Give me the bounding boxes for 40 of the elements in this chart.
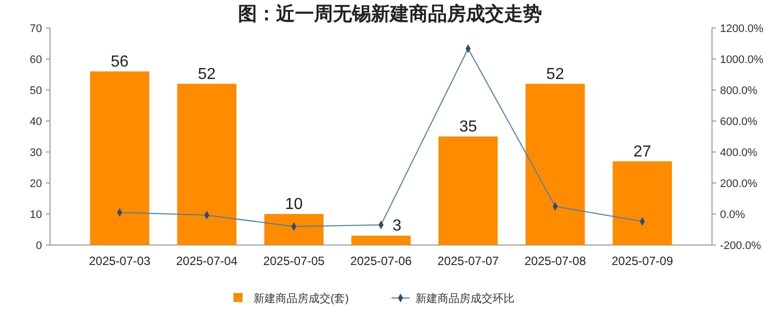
y2-tick-label: 200.0%	[720, 178, 758, 190]
data-label: 52	[546, 66, 564, 83]
y-tick-label: 30	[30, 147, 42, 159]
x-tick-label: 2025-07-09	[612, 254, 674, 268]
y-tick-label: 70	[30, 23, 42, 35]
y-tick-label: 60	[30, 54, 42, 66]
y2-tick-label: 1200.0%	[720, 23, 764, 35]
bar	[90, 71, 150, 245]
y2-tick-label: 800.0%	[720, 85, 758, 97]
chart-title: 图：近一周无锡新建商品房成交走势	[238, 3, 542, 25]
legend-label: 新建商品房成交(套)	[254, 292, 349, 305]
data-label: 10	[284, 196, 303, 213]
y2-tick-label: 400.0%	[720, 147, 758, 159]
bar	[177, 84, 236, 245]
data-label: 3	[392, 218, 402, 235]
x-tick-label: 2025-07-07	[437, 254, 500, 268]
x-tick-label: 2025-07-06	[350, 254, 412, 268]
y-tick-label: 40	[30, 116, 42, 128]
x-tick-label: 2025-07-04	[176, 254, 238, 268]
legend-label: 新建商品房成交环比	[416, 292, 514, 305]
y-tick-label: 0	[36, 240, 42, 252]
y-tick-label: 50	[30, 85, 42, 97]
bar	[526, 84, 585, 245]
data-label: 35	[459, 118, 478, 136]
y2-tick-label: 1000.0%	[720, 54, 764, 66]
bar	[351, 236, 411, 245]
bar	[264, 214, 324, 245]
y2-tick-label: -200.0%	[720, 240, 762, 252]
data-label: 27	[633, 143, 652, 160]
x-tick-label: 2025-07-08	[524, 254, 586, 268]
bar	[612, 161, 672, 245]
x-tick-label: 2025-07-05	[263, 254, 325, 268]
x-tick-label: 2025-07-03	[88, 254, 151, 268]
y2-tick-label: 600.0%	[720, 116, 758, 128]
data-label: 56	[110, 53, 129, 70]
y-tick-label: 10	[30, 209, 42, 221]
data-label: 52	[198, 66, 216, 83]
y-tick-label: 20	[30, 178, 42, 190]
bar	[438, 136, 498, 245]
y2-tick-label: 0.0%	[720, 209, 746, 221]
